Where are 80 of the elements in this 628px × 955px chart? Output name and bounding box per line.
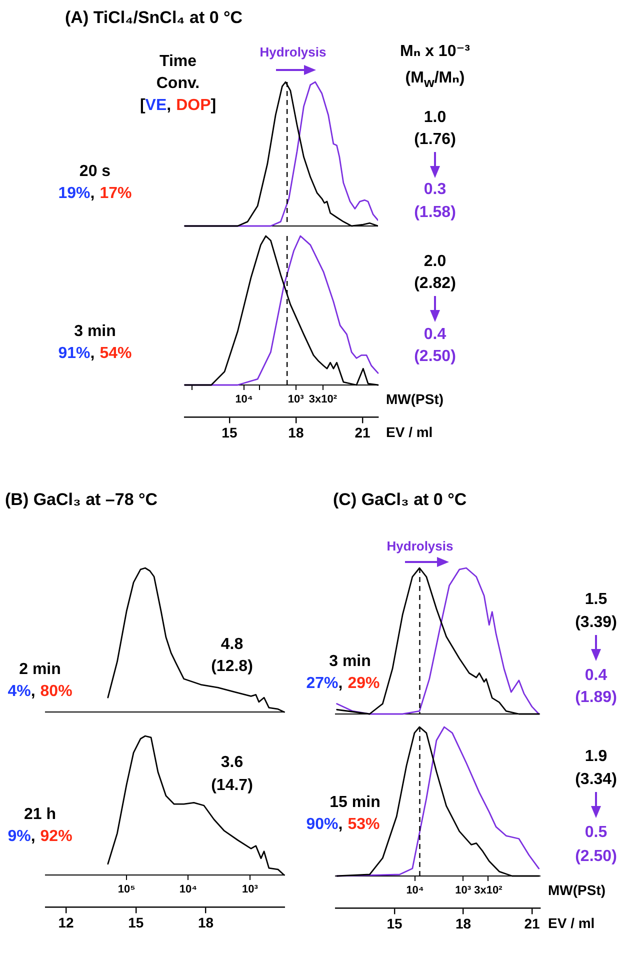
- text: (3.34): [575, 771, 617, 788]
- x2-axis-title: MW(PSt): [386, 390, 444, 407]
- annotation: 27%: [306, 675, 338, 692]
- text: ,: [166, 97, 172, 114]
- text: VE: [145, 97, 167, 114]
- text: 0.5: [584, 824, 608, 841]
- chart-title: (A) TiCl₄/SnCl₄ at 0 °C: [65, 8, 243, 28]
- text: 17%: [100, 185, 132, 202]
- annotation: ,: [338, 816, 343, 833]
- x-tick-label: 15: [386, 915, 403, 932]
- text: (M$_{w}$/Mₙ): [405, 70, 465, 90]
- text: 1.9: [584, 748, 608, 765]
- text: 4%: [8, 683, 31, 700]
- annotation: 3 min: [329, 653, 371, 670]
- x-tick-label: 18: [288, 424, 304, 440]
- x2-axis-title: MW(PSt): [548, 882, 606, 898]
- annotation: 92%: [40, 828, 72, 845]
- text: Hydrolysis: [260, 44, 326, 60]
- annotation: 29%: [348, 675, 380, 692]
- text: [: [140, 97, 146, 114]
- annotation: (14.7): [211, 777, 253, 794]
- text: 3 min: [74, 323, 116, 340]
- text: Time: [159, 53, 197, 70]
- text: 0.4: [424, 326, 446, 343]
- text: (3.39): [575, 614, 617, 631]
- annotation: 21 h: [24, 806, 56, 823]
- text: (2.50): [414, 348, 456, 365]
- annotation: 15 min: [330, 794, 380, 811]
- text: 2.0: [424, 253, 446, 270]
- text: ,: [30, 828, 36, 845]
- x2-tick-label: 10⁴: [179, 884, 198, 896]
- text: 0.3: [424, 181, 446, 198]
- annotation: 90%: [306, 816, 338, 833]
- text: (2.82): [414, 275, 456, 292]
- text: 20 s: [79, 163, 111, 180]
- text: 91%: [58, 345, 90, 362]
- text: 54%: [100, 345, 132, 362]
- text: (1.58): [414, 204, 456, 221]
- x-tick-label: 15: [222, 424, 238, 440]
- chart-title: (C) GaCl₃ at 0 °C: [333, 490, 467, 510]
- x-tick-label: 18: [198, 914, 214, 930]
- text: 0.4: [584, 667, 608, 684]
- annotation: (12.8): [211, 658, 253, 675]
- x-axis-title: EV / ml: [386, 424, 433, 440]
- annotation: 3.6: [220, 754, 244, 771]
- text: 1.0: [424, 109, 446, 126]
- x-tick-label: 21: [354, 424, 370, 440]
- x2-tick-label: 3x10²: [474, 884, 503, 897]
- text: (1.76): [414, 131, 456, 148]
- annotation: ,: [338, 675, 343, 692]
- x2-tick-label: 3x10²: [308, 394, 338, 406]
- x2-tick-label: 10³: [455, 884, 472, 897]
- x-axis-title: EV / ml: [548, 915, 595, 932]
- annotation: 80%: [40, 683, 72, 700]
- text: 19%: [58, 185, 90, 202]
- x-tick-label: 12: [58, 914, 74, 930]
- text: Mₙ x 10⁻³: [400, 43, 470, 60]
- x2-tick-label: 10³: [242, 884, 258, 896]
- x-tick-label: 21: [524, 915, 540, 932]
- text: ,: [90, 185, 95, 202]
- annotation: Conv.: [156, 75, 200, 92]
- chart-title: (B) GaCl₃ at –78 °C: [5, 490, 158, 510]
- annotation: 53%: [348, 816, 380, 833]
- text: 1.5: [584, 591, 608, 608]
- text: (1.89): [575, 689, 617, 706]
- x-tick-label: 15: [128, 914, 144, 930]
- text: Hydrolysis: [386, 538, 454, 554]
- x-tick-label: 18: [455, 915, 472, 932]
- x2-tick-label: 10³: [288, 394, 304, 406]
- annotation: 4.8: [220, 636, 244, 653]
- annotation: DOP: [176, 97, 211, 114]
- text: ,: [90, 345, 95, 362]
- annotation: ]: [210, 97, 216, 114]
- text: (2.50): [575, 848, 617, 865]
- text: ,: [30, 683, 36, 700]
- x2-tick-label: 10⁴: [235, 394, 253, 406]
- text: 9%: [8, 828, 31, 845]
- x2-tick-label: 10⁴: [406, 884, 424, 897]
- x2-tick-label: 10⁵: [118, 884, 136, 896]
- annotation: 2 min: [19, 661, 61, 678]
